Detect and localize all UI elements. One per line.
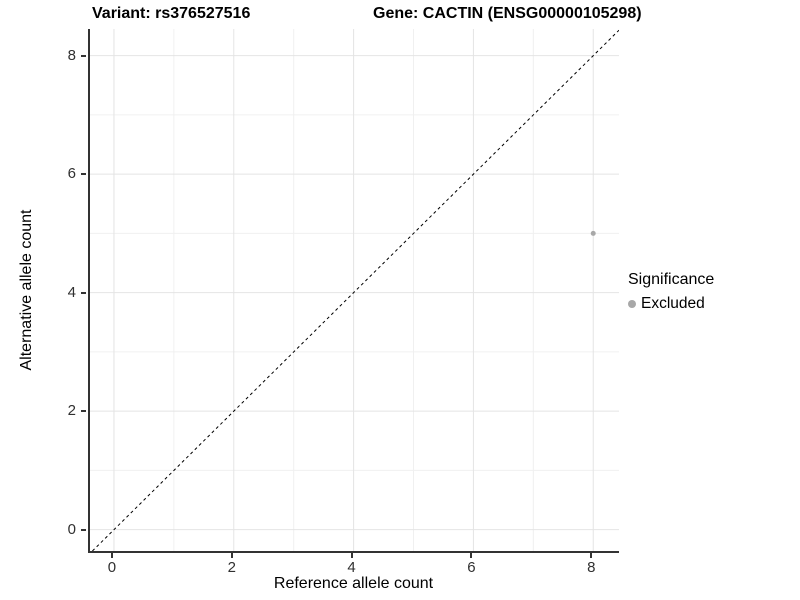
data-point	[590, 230, 596, 236]
x-tick-mark	[230, 553, 233, 558]
x-tick-label: 2	[227, 559, 236, 576]
legend-title: Significance	[628, 271, 715, 288]
y-tick-label: 8	[67, 46, 76, 64]
x-tick-mark	[350, 553, 353, 558]
y-tick-mark	[81, 291, 86, 294]
x-tick-label: 0	[107, 559, 117, 576]
y-axis-title: Alternative allele count	[18, 209, 35, 371]
y-tick-label: 6	[67, 165, 76, 183]
excluded-point-icon	[628, 300, 636, 308]
legend-entry-label: Excluded	[641, 295, 705, 312]
legend: Significance Excluded	[628, 271, 714, 313]
y-tick-mark	[81, 528, 86, 531]
x-tick-mark	[470, 553, 473, 558]
plot-canvas	[90, 29, 619, 551]
x-tick-mark	[590, 553, 593, 558]
x-axis-title: Reference allele count	[273, 575, 434, 592]
legend-entry-excluded: Excluded	[628, 295, 714, 313]
y-tick-mark	[81, 410, 86, 413]
gene-title: Gene: CACTIN (ENSG00000105298)	[373, 5, 642, 22]
x-tick-label: 8	[587, 559, 596, 576]
y-tick-label: 0	[67, 520, 76, 538]
x-tick-label: 6	[467, 559, 476, 576]
y-tick-mark	[81, 173, 86, 176]
plot-panel	[88, 29, 619, 553]
y-tick-label: 4	[67, 283, 76, 301]
variant-title: Variant: rs376527516	[92, 5, 251, 22]
y-tick-mark	[81, 54, 86, 57]
x-tick-label: 4	[347, 559, 356, 576]
y-tick-label: 2	[67, 402, 76, 420]
x-tick-mark	[110, 553, 113, 558]
identity-line	[92, 29, 619, 551]
